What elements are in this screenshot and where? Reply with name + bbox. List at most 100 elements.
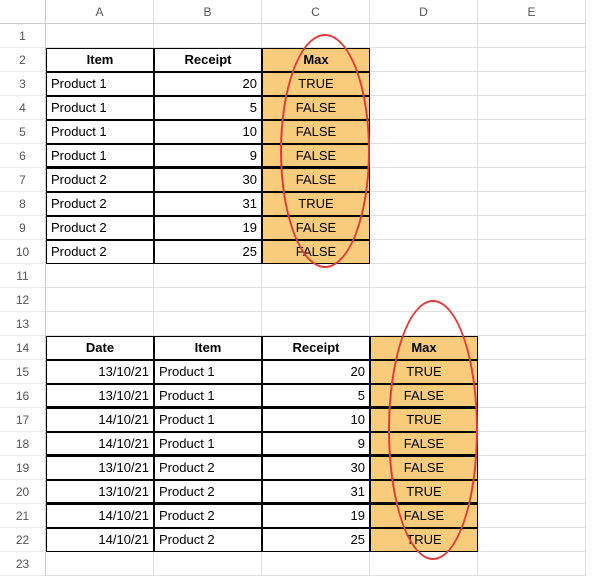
cell-D20[interactable]: TRUE xyxy=(370,480,478,504)
row-header-2[interactable]: 2 xyxy=(0,48,46,72)
row-header-1[interactable]: 1 xyxy=(0,24,46,48)
cell-C17[interactable]: 10 xyxy=(262,408,370,432)
cell-B9[interactable]: 19 xyxy=(154,216,262,240)
cell-D13[interactable] xyxy=(370,312,478,336)
cell-B20[interactable]: Product 2 xyxy=(154,480,262,504)
cell-E10[interactable] xyxy=(478,240,586,264)
cell-A6[interactable]: Product 1 xyxy=(46,144,154,168)
cell-D7[interactable] xyxy=(370,168,478,192)
cell-B15[interactable]: Product 1 xyxy=(154,360,262,384)
cell-E8[interactable] xyxy=(478,192,586,216)
cell-E11[interactable] xyxy=(478,264,586,288)
cell-B1[interactable] xyxy=(154,24,262,48)
cell-A12[interactable] xyxy=(46,288,154,312)
col-header-C[interactable]: C xyxy=(262,0,370,24)
cell-B22[interactable]: Product 2 xyxy=(154,528,262,552)
col-header-E[interactable]: E xyxy=(478,0,586,24)
cell-D1[interactable] xyxy=(370,24,478,48)
cell-D5[interactable] xyxy=(370,120,478,144)
cell-D2[interactable] xyxy=(370,48,478,72)
cell-E15[interactable] xyxy=(478,360,586,384)
cell-C4[interactable]: FALSE xyxy=(262,96,370,120)
cell-D12[interactable] xyxy=(370,288,478,312)
cell-A9[interactable]: Product 2 xyxy=(46,216,154,240)
row-header-23[interactable]: 23 xyxy=(0,552,46,576)
cell-A16[interactable]: 13/10/21 xyxy=(46,384,154,408)
cell-C9[interactable]: FALSE xyxy=(262,216,370,240)
cell-E20[interactable] xyxy=(478,480,586,504)
cell-C5[interactable]: FALSE xyxy=(262,120,370,144)
cell-B11[interactable] xyxy=(154,264,262,288)
row-header-8[interactable]: 8 xyxy=(0,192,46,216)
cell-A1[interactable] xyxy=(46,24,154,48)
cell-E22[interactable] xyxy=(478,528,586,552)
cell-A7[interactable]: Product 2 xyxy=(46,168,154,192)
cell-C16[interactable]: 5 xyxy=(262,384,370,408)
cell-B21[interactable]: Product 2 xyxy=(154,504,262,528)
cell-E2[interactable] xyxy=(478,48,586,72)
cell-A23[interactable] xyxy=(46,552,154,576)
cell-E23[interactable] xyxy=(478,552,586,576)
cell-B8[interactable]: 31 xyxy=(154,192,262,216)
row-header-20[interactable]: 20 xyxy=(0,480,46,504)
cell-B17[interactable]: Product 1 xyxy=(154,408,262,432)
row-header-7[interactable]: 7 xyxy=(0,168,46,192)
cell-E14[interactable] xyxy=(478,336,586,360)
cell-E4[interactable] xyxy=(478,96,586,120)
cell-C1[interactable] xyxy=(262,24,370,48)
cell-A19[interactable]: 13/10/21 xyxy=(46,456,154,480)
cell-D8[interactable] xyxy=(370,192,478,216)
cell-E6[interactable] xyxy=(478,144,586,168)
cell-B3[interactable]: 20 xyxy=(154,72,262,96)
cell-A10[interactable]: Product 2 xyxy=(46,240,154,264)
cell-C21[interactable]: 19 xyxy=(262,504,370,528)
cell-D6[interactable] xyxy=(370,144,478,168)
cell-A5[interactable]: Product 1 xyxy=(46,120,154,144)
cell-B13[interactable] xyxy=(154,312,262,336)
cell-B14[interactable]: Item xyxy=(154,336,262,360)
cell-D3[interactable] xyxy=(370,72,478,96)
row-header-4[interactable]: 4 xyxy=(0,96,46,120)
cell-E19[interactable] xyxy=(478,456,586,480)
cell-C19[interactable]: 30 xyxy=(262,456,370,480)
cell-B10[interactable]: 25 xyxy=(154,240,262,264)
row-header-18[interactable]: 18 xyxy=(0,432,46,456)
cell-D16[interactable]: FALSE xyxy=(370,384,478,408)
row-header-12[interactable]: 12 xyxy=(0,288,46,312)
cell-D17[interactable]: TRUE xyxy=(370,408,478,432)
cell-E12[interactable] xyxy=(478,288,586,312)
cell-C22[interactable]: 25 xyxy=(262,528,370,552)
cell-E9[interactable] xyxy=(478,216,586,240)
cell-A3[interactable]: Product 1 xyxy=(46,72,154,96)
cell-E1[interactable] xyxy=(478,24,586,48)
cell-C3[interactable]: TRUE xyxy=(262,72,370,96)
cell-B4[interactable]: 5 xyxy=(154,96,262,120)
row-header-21[interactable]: 21 xyxy=(0,504,46,528)
cell-E13[interactable] xyxy=(478,312,586,336)
cell-D14[interactable]: Max xyxy=(370,336,478,360)
row-header-13[interactable]: 13 xyxy=(0,312,46,336)
corner-cell[interactable] xyxy=(0,0,46,24)
col-header-B[interactable]: B xyxy=(154,0,262,24)
cell-B7[interactable]: 30 xyxy=(154,168,262,192)
cell-C11[interactable] xyxy=(262,264,370,288)
cell-D23[interactable] xyxy=(370,552,478,576)
cell-C10[interactable]: FALSE xyxy=(262,240,370,264)
cell-C14[interactable]: Receipt xyxy=(262,336,370,360)
row-header-22[interactable]: 22 xyxy=(0,528,46,552)
cell-C13[interactable] xyxy=(262,312,370,336)
row-header-6[interactable]: 6 xyxy=(0,144,46,168)
cell-D9[interactable] xyxy=(370,216,478,240)
cell-E16[interactable] xyxy=(478,384,586,408)
cell-A4[interactable]: Product 1 xyxy=(46,96,154,120)
cell-B12[interactable] xyxy=(154,288,262,312)
cell-C12[interactable] xyxy=(262,288,370,312)
row-header-19[interactable]: 19 xyxy=(0,456,46,480)
row-header-5[interactable]: 5 xyxy=(0,120,46,144)
cell-E21[interactable] xyxy=(478,504,586,528)
col-header-A[interactable]: A xyxy=(46,0,154,24)
cell-C2[interactable]: Max xyxy=(262,48,370,72)
cell-B16[interactable]: Product 1 xyxy=(154,384,262,408)
spreadsheet-grid[interactable]: ABCDE 12ItemReceiptMax3Product 120TRUE4P… xyxy=(0,0,600,576)
row-header-9[interactable]: 9 xyxy=(0,216,46,240)
